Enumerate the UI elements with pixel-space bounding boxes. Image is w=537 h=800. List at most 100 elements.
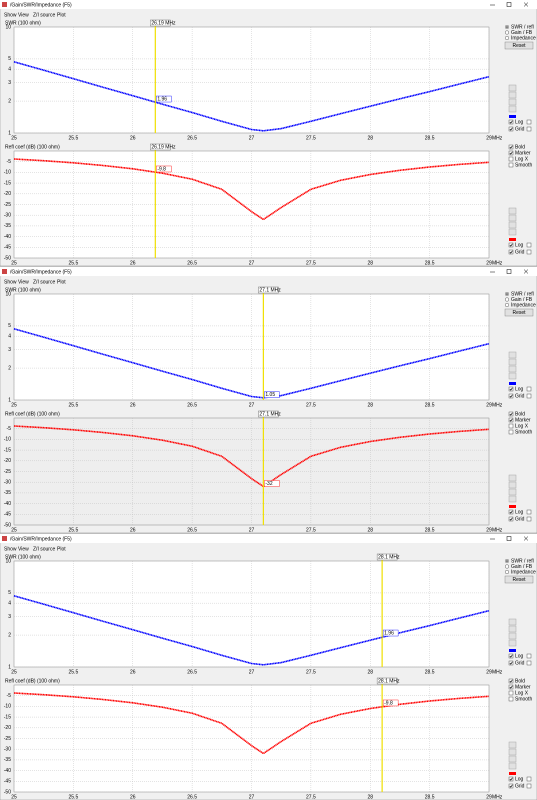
checkbox[interactable] [526,242,532,248]
spin-button[interactable] [508,105,517,113]
spin-button[interactable] [508,351,517,359]
checkbox[interactable] [508,696,514,702]
spin-button[interactable] [508,474,517,482]
checkbox[interactable] [508,653,514,659]
radio[interactable] [505,297,510,302]
spin-button[interactable] [508,372,517,380]
menu-item[interactable]: Show [4,12,17,18]
checkbox[interactable] [508,249,514,255]
checkbox[interactable] [508,156,514,162]
close[interactable] [523,536,529,541]
spin-button[interactable] [508,632,517,640]
checkbox[interactable] [508,393,514,399]
reset-label: Reset [512,43,526,49]
radio[interactable] [505,570,510,575]
checkbox[interactable] [526,393,532,399]
checkbox[interactable] [508,429,514,435]
spin-button[interactable] [508,639,517,647]
spin-button[interactable] [508,358,517,366]
checkbox[interactable] [526,119,532,125]
checkbox[interactable] [508,417,514,423]
checkbox[interactable] [526,783,532,789]
menu-item[interactable]: Show [4,546,17,552]
check [509,412,513,416]
spin-button[interactable] [508,762,517,770]
checkbox[interactable] [526,776,532,782]
spin-button[interactable] [508,98,517,106]
spin-button[interactable] [508,365,517,373]
checkbox[interactable] [508,516,514,522]
checkbox[interactable] [508,678,514,684]
value-label: 1.96 [384,630,394,636]
maximize[interactable] [506,536,512,541]
checkbox[interactable] [508,386,514,392]
checkbox[interactable] [508,776,514,782]
checkbox[interactable] [526,509,532,515]
checkbox-label: Grid [515,126,525,132]
checkbox[interactable] [526,249,532,255]
x-tick-label: 25.5 [69,527,79,533]
x-tick-label: 25.5 [69,260,79,266]
maximize[interactable] [506,269,512,274]
menu-item[interactable]: Plot [57,546,66,552]
checkbox[interactable] [526,126,532,132]
spin-button[interactable] [508,481,517,489]
menu-item[interactable]: Z/I source [33,279,55,285]
checkbox[interactable] [508,162,514,168]
spin-button[interactable] [508,221,517,229]
value-label: -32 [265,481,272,487]
checkbox[interactable] [526,386,532,392]
menu-item[interactable]: Plot [57,279,66,285]
menu-item[interactable]: Plot [57,12,66,18]
radio[interactable] [505,303,510,308]
checkbox[interactable] [508,509,514,515]
spin-button[interactable] [508,488,517,496]
menu-item[interactable]: View [18,546,29,552]
checkbox[interactable] [508,411,514,417]
y-tick-label: 2 [8,98,11,104]
spin-button[interactable] [508,618,517,626]
menu-item[interactable]: Show [4,279,17,285]
spin-button[interactable] [508,755,517,763]
checkbox[interactable] [508,144,514,150]
reset-button[interactable] [504,575,534,584]
menu-item[interactable]: View [18,12,29,18]
radio[interactable] [505,564,510,569]
checkbox[interactable] [508,684,514,690]
spin-button[interactable] [508,748,517,756]
x-tick-label: 27.5 [306,669,316,675]
checkbox[interactable] [508,423,514,429]
color-swatch [509,115,516,118]
spin-button[interactable] [508,228,517,236]
y-tick-label: -15 [4,180,11,186]
checkbox[interactable] [508,690,514,696]
checkbox[interactable] [526,516,532,522]
reset-button[interactable] [504,41,534,50]
spin-button[interactable] [508,625,517,633]
radio[interactable] [505,36,510,41]
close[interactable] [523,269,529,274]
close[interactable] [523,2,529,7]
spin-button[interactable] [508,214,517,222]
spin-button[interactable] [508,84,517,92]
checkbox[interactable] [508,150,514,156]
radio[interactable] [505,30,510,35]
menu-item[interactable]: Z/I source [33,546,55,552]
spin-button[interactable] [508,495,517,503]
spin-button[interactable] [508,207,517,215]
checkbox[interactable] [508,242,514,248]
checkbox[interactable] [526,653,532,659]
checkbox[interactable] [508,660,514,666]
menu-item[interactable]: Z/I source [33,12,55,18]
reset-button[interactable] [504,308,534,317]
checkbox[interactable] [508,119,514,125]
menu-item[interactable]: View [18,279,29,285]
y-tick-label: 5 [8,590,11,596]
maximize[interactable] [506,2,512,7]
checkbox[interactable] [508,126,514,132]
spin-button[interactable] [508,91,517,99]
checkbox[interactable] [526,660,532,666]
x-unit: MHz [492,527,503,533]
spin-button[interactable] [508,741,517,749]
checkbox[interactable] [508,783,514,789]
